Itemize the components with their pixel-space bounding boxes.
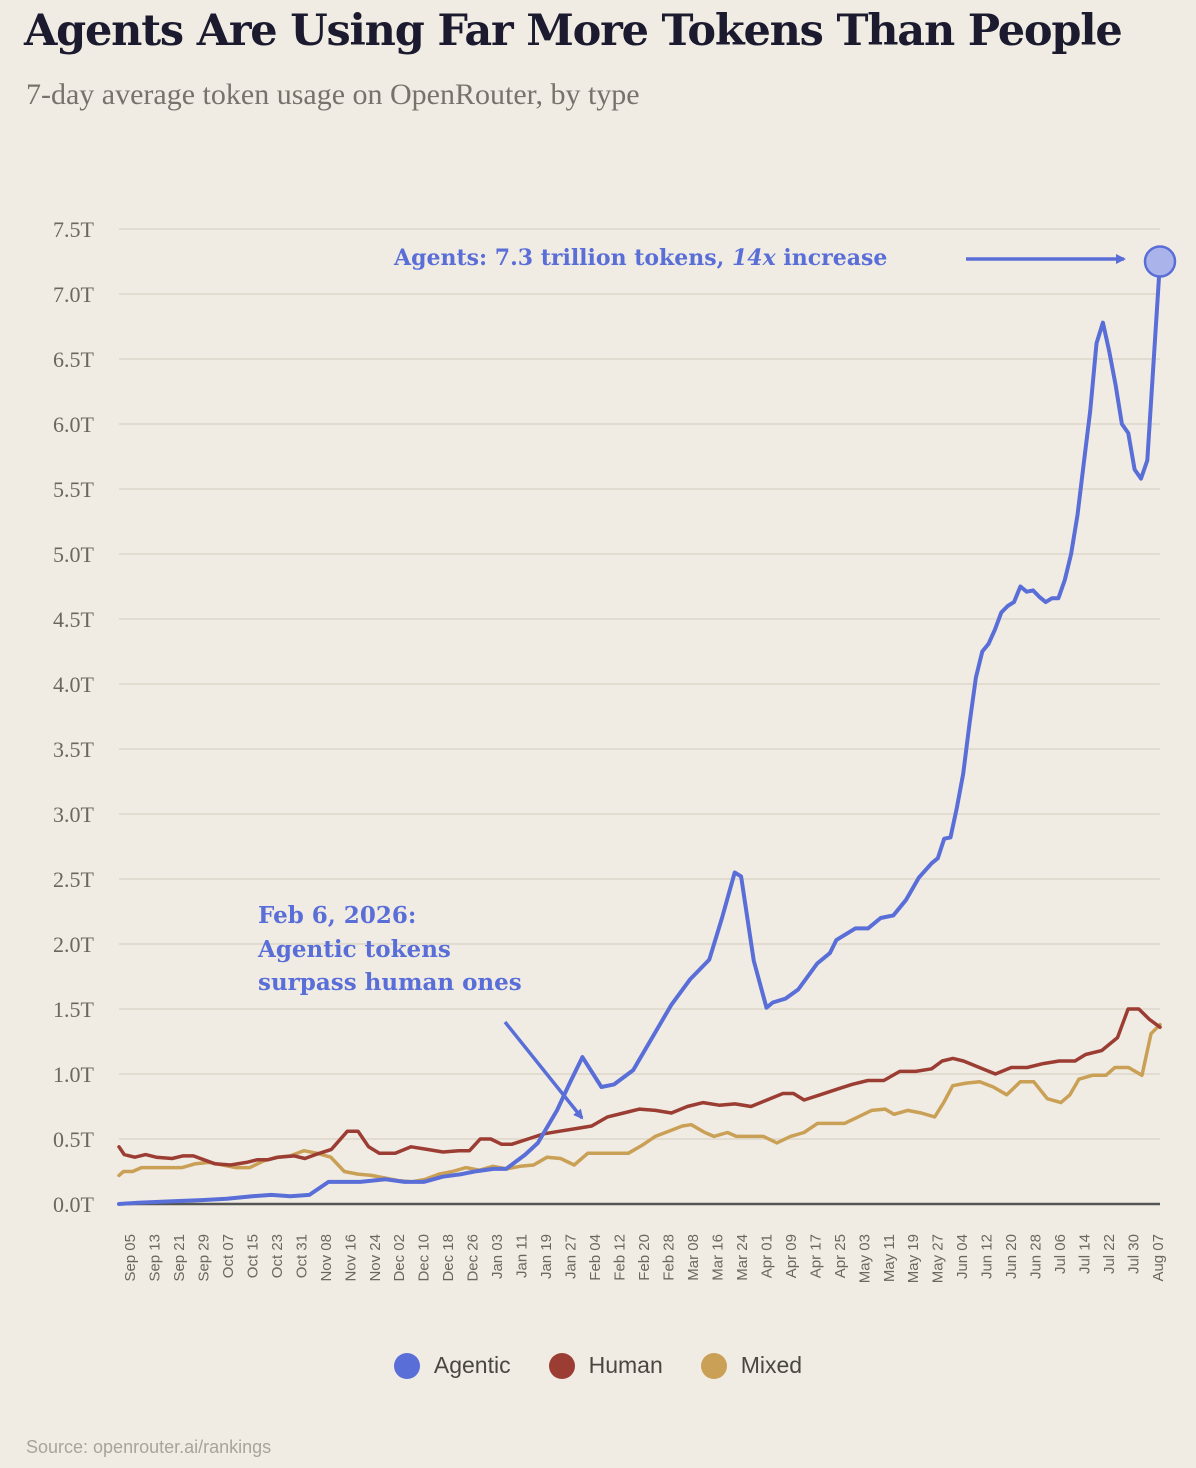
y-tick-label: 0.5T: [53, 1127, 95, 1152]
chart-title: Agents Are Using Far More Tokens Than Pe…: [24, 6, 1123, 56]
x-tick-label: Apr 01: [758, 1234, 775, 1278]
legend-item-mixed: Mixed: [700, 1352, 803, 1379]
x-tick-label: Jul 06: [1052, 1234, 1069, 1274]
x-tick-label: Aug 07: [1150, 1234, 1167, 1282]
x-tick-label: Nov 08: [318, 1234, 335, 1282]
x-tick-label: May 19: [905, 1234, 922, 1283]
x-tick-label: Jun 28: [1028, 1234, 1045, 1279]
x-tick-label: Jul 30: [1126, 1234, 1143, 1274]
x-axis-ticks: Sep 05 Sep 13 Sep 21 Sep 29 Oct 07 Oct 15 Oct …: [122, 1234, 1167, 1283]
x-tick-label: Apr 25: [832, 1234, 849, 1278]
x-tick-label: Oct 23: [269, 1234, 286, 1278]
x-tick-label: Dec 02: [391, 1234, 408, 1282]
y-tick-label: 6.0T: [53, 412, 95, 437]
x-tick-label: Jun 12: [979, 1234, 996, 1279]
x-tick-label: Feb 20: [636, 1234, 653, 1281]
y-tick-label: 2.5T: [53, 867, 95, 892]
x-tick-label: Oct 15: [244, 1234, 261, 1278]
legend-swatch-agentic: [393, 1352, 420, 1379]
legend-label-agentic: Agentic: [433, 1352, 511, 1378]
x-tick-label: Sep 21: [171, 1234, 188, 1282]
y-axis-ticks: 0.0T 0.5T 1.0T 1.5T 2.0T 2.5T 3.0T 3.5T 4.0T 4.5T…: [53, 217, 95, 1217]
y-tick-label: 3.5T: [53, 737, 95, 762]
x-tick-label: Jan 11: [514, 1234, 531, 1278]
x-tick-label: Feb 04: [587, 1234, 604, 1281]
x-tick-label: Jun 20: [1003, 1234, 1020, 1279]
y-tick-label: 4.0T: [53, 672, 95, 697]
source-note: Source: openrouter.ai/rankings: [26, 1437, 272, 1457]
chart-subtitle: 7-day average token usage on OpenRouter,…: [26, 78, 640, 111]
legend-item-human: Human: [548, 1352, 663, 1379]
y-tick-label: 1.0T: [53, 1062, 95, 1087]
x-tick-label: Sep 29: [195, 1234, 212, 1282]
legend-label-mixed: Mixed: [740, 1352, 803, 1378]
x-tick-label: May 11: [881, 1234, 898, 1282]
y-tick-label: 4.5T: [53, 607, 95, 632]
x-tick-label: Apr 17: [807, 1234, 824, 1278]
x-tick-label: Jul 22: [1101, 1234, 1118, 1274]
y-tick-label: 1.5T: [53, 997, 95, 1022]
legend-label-human: Human: [588, 1352, 663, 1378]
x-tick-label: May 27: [930, 1234, 947, 1283]
x-tick-label: Dec 10: [416, 1234, 433, 1282]
x-tick-label: Mar 16: [709, 1234, 726, 1281]
x-tick-label: Apr 09: [783, 1234, 800, 1278]
grid-lines: [119, 228, 1160, 1206]
peak-marker: [1143, 245, 1177, 278]
x-tick-label: May 03: [856, 1234, 873, 1283]
crossover-annotation-line3: surpass human ones: [258, 969, 522, 996]
legend-item-agentic: Agentic: [393, 1352, 511, 1379]
x-tick-label: Jul 14: [1077, 1234, 1094, 1274]
y-tick-label: 2.0T: [53, 932, 95, 957]
x-tick-label: Jan 27: [563, 1234, 580, 1279]
x-tick-label: Dec 18: [440, 1234, 457, 1282]
x-tick-label: Jun 04: [954, 1234, 971, 1279]
y-tick-label: 7.5T: [53, 217, 95, 242]
y-tick-label: 6.5T: [53, 347, 95, 372]
x-tick-label: Jan 19: [538, 1234, 555, 1279]
x-tick-label: Oct 31: [293, 1234, 310, 1278]
y-tick-label: 5.0T: [53, 542, 95, 567]
y-tick-label: 5.5T: [53, 477, 95, 502]
series-lines: [117, 259, 1162, 1206]
x-tick-label: Mar 08: [685, 1234, 702, 1281]
crossover-annotation-line2: Agentic tokens: [257, 936, 451, 963]
x-tick-label: Oct 07: [220, 1234, 237, 1278]
y-tick-label: 3.0T: [53, 802, 95, 827]
x-tick-label: Jan 03: [489, 1234, 506, 1279]
crossover-annotation-line1: Feb 6, 2026:: [258, 902, 416, 929]
legend-swatch-human: [548, 1352, 575, 1379]
x-tick-label: Sep 05: [122, 1234, 139, 1282]
x-tick-label: Sep 13: [146, 1234, 163, 1282]
x-tick-label: Feb 12: [612, 1234, 629, 1281]
crossover-arrow: [503, 1020, 584, 1120]
x-tick-label: Dec 26: [465, 1234, 482, 1282]
series-line-agentic: [117, 259, 1162, 1206]
legend-swatch-mixed: [700, 1352, 727, 1379]
series-line-human: [117, 1007, 1162, 1167]
peak-annotation: Agents: 7.3 trillion tokens, 14x increas…: [393, 245, 887, 271]
chart-legend: Agentic Human Mixed: [0, 1352, 1196, 1379]
x-tick-label: Mar 24: [734, 1234, 751, 1281]
y-tick-label: 0.0T: [53, 1192, 95, 1217]
x-tick-label: Feb 28: [660, 1234, 677, 1281]
y-tick-label: 7.0T: [53, 282, 95, 307]
x-tick-label: Nov 16: [342, 1234, 359, 1282]
x-tick-label: Nov 24: [367, 1234, 384, 1282]
